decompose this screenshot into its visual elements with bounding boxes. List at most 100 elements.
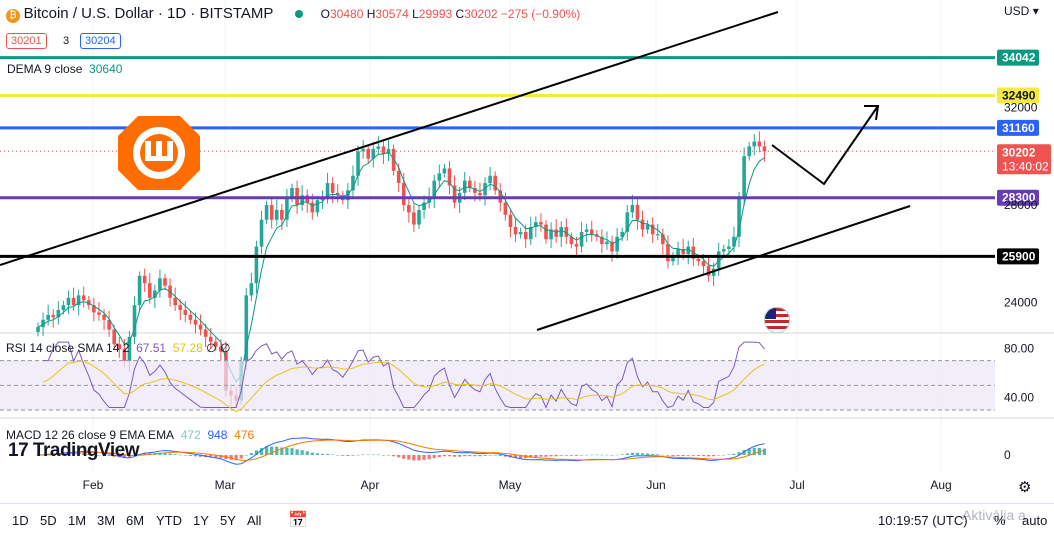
- range-button-5d[interactable]: 5D: [40, 513, 57, 528]
- candle: [97, 302, 101, 321]
- range-button-1y[interactable]: 1Y: [193, 513, 209, 528]
- candle-body: [376, 146, 381, 149]
- dema-legend[interactable]: DEMA 9 close 30640: [7, 62, 123, 76]
- candle-body: [264, 205, 269, 220]
- macd-histogram-bar: [198, 455, 203, 457]
- candle: [173, 287, 177, 312]
- dema-line: [37, 151, 765, 383]
- candle-body: [203, 329, 208, 337]
- log-toggle[interactable]: auto: [1022, 513, 1048, 528]
- candle: [376, 136, 381, 155]
- spread-value: 3: [63, 35, 70, 47]
- candle-body: [300, 195, 304, 206]
- tradingview-logo[interactable]: 17 TradingView: [8, 440, 140, 461]
- candle-body: [493, 175, 497, 191]
- candle-body: [290, 187, 294, 198]
- macd-histogram-bar: [701, 455, 706, 457]
- macd-histogram-bar: [513, 455, 518, 458]
- macd-histogram-bar: [585, 454, 589, 456]
- candle-body: [615, 236, 619, 252]
- candle-body: [686, 246, 691, 254]
- range-button-all[interactable]: All: [247, 513, 262, 528]
- candle: [46, 304, 50, 326]
- candle: [447, 161, 452, 195]
- candle: [259, 210, 264, 254]
- y-tick-label: 24000: [1004, 296, 1038, 310]
- candle-body: [127, 336, 132, 362]
- candle: [645, 220, 650, 234]
- candle-body: [508, 214, 513, 228]
- candle-body: [401, 183, 406, 206]
- candle: [666, 235, 670, 269]
- candle: [137, 271, 142, 310]
- bid-price[interactable]: 30201: [6, 33, 47, 49]
- candle-body: [173, 297, 177, 306]
- candle-body: [452, 185, 457, 203]
- candle-body: [696, 258, 701, 262]
- candle: [132, 296, 137, 345]
- macd-histogram-bar: [305, 451, 309, 455]
- level-badge: [997, 248, 1039, 265]
- candle: [452, 175, 457, 209]
- macd-histogram-bar: [351, 455, 355, 456]
- macd-histogram-bar: [346, 455, 350, 456]
- candle-body: [468, 180, 472, 188]
- candle-body: [51, 314, 56, 318]
- macd-histogram-bar: [71, 453, 76, 455]
- range-button-1m[interactable]: 1M: [68, 513, 87, 528]
- settings-gear-icon[interactable]: ⚙: [1018, 479, 1032, 496]
- close-value: 30202: [464, 7, 498, 21]
- candle: [747, 142, 751, 161]
- clock-readout[interactable]: 10:19:57 (UTC): [878, 513, 968, 528]
- range-button-6m[interactable]: 6M: [126, 513, 145, 528]
- candle: [203, 323, 208, 348]
- rsi-axis-label: 80.00: [1004, 341, 1034, 355]
- candle: [351, 165, 355, 197]
- macd-line: [37, 437, 765, 465]
- level-label: 31160: [1002, 121, 1035, 135]
- candle-body: [732, 236, 736, 247]
- macd-histogram-bar: [178, 454, 182, 456]
- candle-body: [346, 190, 350, 201]
- rsi-axis-label: 40.00: [1004, 391, 1034, 405]
- candle: [727, 239, 731, 258]
- candle-body: [36, 327, 40, 332]
- macd-histogram-bar: [615, 454, 619, 456]
- symbol-title[interactable]: Bitcoin / U.S. Dollar · 1D · BITSTAMP: [23, 5, 274, 22]
- candle-body: [61, 305, 66, 311]
- macd-histogram-bar: [371, 454, 375, 456]
- currency-selector[interactable]: USD ▾: [1004, 4, 1039, 18]
- candle: [107, 311, 111, 337]
- x-tick-label: Mar: [215, 478, 236, 492]
- candle-body: [158, 278, 162, 291]
- candle-body: [503, 202, 508, 215]
- macd-histogram-bar: [747, 448, 751, 455]
- date-range-icon[interactable]: 📅: [288, 512, 308, 529]
- candle: [534, 216, 538, 238]
- tv-logo-icon: 17: [8, 440, 29, 461]
- range-button-5y[interactable]: 5Y: [220, 513, 236, 528]
- range-button-ytd[interactable]: YTD: [156, 513, 182, 528]
- rsi-legend[interactable]: RSI 14 close SMA 14 2 67.51 57.28 ∅ ∅: [6, 341, 231, 355]
- candle: [356, 145, 360, 187]
- range-button-3m[interactable]: 3M: [97, 513, 116, 528]
- level-badge: [997, 189, 1039, 206]
- ask-price[interactable]: 30204: [80, 33, 121, 49]
- macd-histogram-bar: [366, 454, 370, 456]
- us-flag-icon: [764, 307, 790, 333]
- macd-histogram-bar: [458, 455, 462, 457]
- candle-body: [605, 241, 609, 245]
- candle: [198, 314, 203, 336]
- range-button-1d[interactable]: 1D: [12, 513, 29, 528]
- candle-body: [163, 278, 167, 286]
- macd-legend[interactable]: MACD 12 26 close 9 EMA EMA 472 948 476: [6, 428, 255, 442]
- candle-body: [473, 187, 477, 193]
- candle: [518, 227, 523, 239]
- macd-histogram-bar: [82, 453, 86, 455]
- orange-logo-icon: [118, 116, 200, 190]
- macd-histogram-bar: [331, 454, 335, 456]
- candle-body: [681, 249, 685, 254]
- percent-toggle[interactable]: %: [994, 513, 1006, 528]
- candle-body: [137, 275, 142, 306]
